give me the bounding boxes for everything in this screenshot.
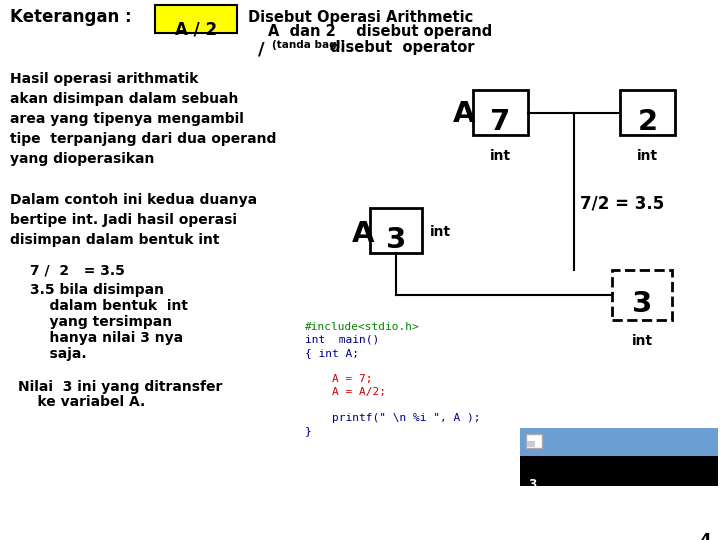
Bar [620,90,675,135]
Text: 7/2 = 3.5: 7/2 = 3.5 [580,195,665,213]
Bar [612,270,672,320]
Bar [526,434,542,448]
Text: 2: 2 [637,107,657,136]
Text: Hasil operasi arithmatik
akan disimpan dalam sebuah
area yang tipenya mengambil
: Hasil operasi arithmatik akan disimpan d… [10,72,276,166]
Bar [370,208,422,253]
Text: Nilai  3 ini yang ditransfer: Nilai 3 ini yang ditransfer [18,380,222,394]
Text: int: int [490,149,511,163]
Text: int: int [631,334,652,348]
Text: A  dan 2    disebut operand: A dan 2 disebut operand [268,24,492,39]
Text: saja.: saja. [30,347,86,361]
Bar [520,456,718,486]
Bar [473,90,528,135]
Text: 3: 3 [632,290,652,318]
Bar [520,428,718,456]
Text: Dalam contoh ini kedua duanya
bertipe int. Jadi hasil operasi
disimpan dalam ben: Dalam contoh ini kedua duanya bertipe in… [10,193,257,247]
Text: hanya nilai 3 nya: hanya nilai 3 nya [30,331,183,345]
Text: dalam bentuk  int: dalam bentuk int [30,299,188,313]
Text: Disebut Operasi Arithmetic: Disebut Operasi Arithmetic [248,10,473,25]
Text: 7: 7 [490,107,510,136]
Text: 3.5 bila disimpan: 3.5 bila disimpan [30,283,164,297]
Text: A = A/2;: A = A/2; [305,387,386,397]
Text: #include<stdio.h>: #include<stdio.h> [305,322,420,332]
Text: 7 /  2   = 3.5: 7 / 2 = 3.5 [30,263,125,277]
Text: ke variabel A.: ke variabel A. [18,395,145,409]
Text: yang tersimpan: yang tersimpan [30,315,172,329]
Text: A: A [352,220,374,248]
Text: disebut  operator: disebut operator [330,40,474,55]
Text: }: } [305,426,312,436]
Text: A: A [453,100,475,128]
Text: int: int [430,226,451,240]
Text: { int A;: { int A; [305,348,359,358]
Text: /: / [258,40,265,58]
Text: Keterangan :: Keterangan : [10,8,132,26]
Text: 3: 3 [528,478,536,492]
Text: A / 2: A / 2 [175,20,217,38]
Text: 3: 3 [386,226,406,253]
Bar [527,441,535,447]
Text: printf(" \n %i ", A );: printf(" \n %i ", A ); [305,413,480,423]
Text: int: int [637,149,658,163]
Text: (tanda bagi): (tanda bagi) [272,40,345,50]
Text: 4: 4 [699,532,711,540]
Text: A = 7;: A = 7; [305,374,372,384]
Bar [155,5,237,33]
Text: int  main(): int main() [305,335,379,345]
